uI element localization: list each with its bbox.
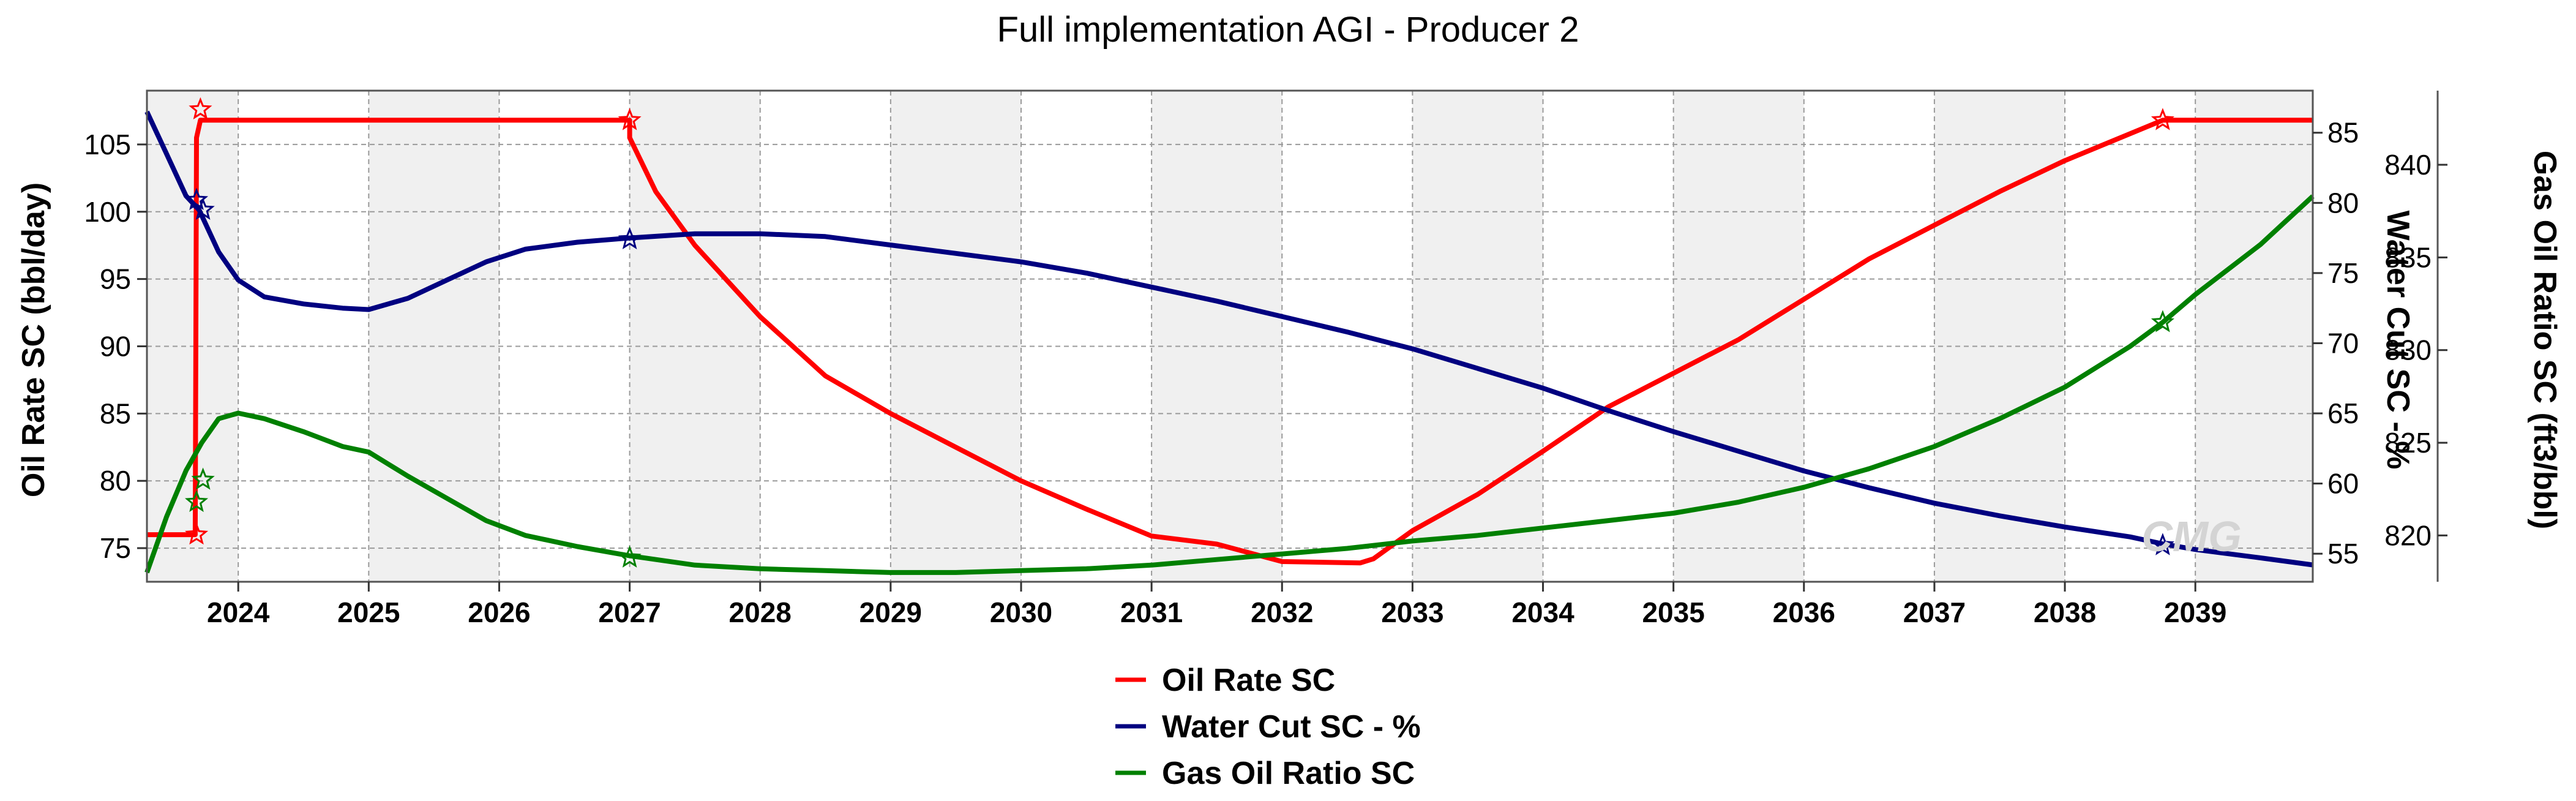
- grid: [147, 91, 2313, 582]
- series-marker: [2151, 533, 2174, 555]
- x-tick-label: 2034: [1511, 596, 1574, 628]
- right1-tick-label: 85: [2327, 117, 2359, 149]
- right2-tick-label: 820: [2384, 519, 2432, 551]
- series-line-2: [144, 194, 2315, 575]
- x-tick-label: 2037: [1903, 596, 1966, 628]
- plot-background: [147, 91, 2313, 582]
- right1-tick-label: 70: [2327, 327, 2359, 359]
- left-tick-label: 75: [100, 532, 131, 564]
- x-tick-label: 2029: [859, 596, 922, 628]
- plot-band: [2195, 91, 2313, 582]
- x-tick-label: 2026: [468, 596, 530, 628]
- right1-tick-label: 65: [2327, 397, 2359, 429]
- right2-tick-label: 840: [2384, 149, 2432, 181]
- plot-band: [147, 91, 239, 582]
- series-marker: [2151, 310, 2174, 333]
- legend-label-oil-rate: Oil Rate SC: [1162, 663, 1335, 698]
- x-tick-label: 2024: [207, 596, 270, 628]
- plot-band: [1412, 91, 1543, 582]
- series-marker: [184, 187, 209, 211]
- left-tick-label: 105: [84, 129, 131, 160]
- x-tick-label: 2032: [1251, 596, 1313, 628]
- left-tick-label: 90: [100, 330, 131, 362]
- series-marker: [189, 97, 212, 119]
- x-tick-label: 2028: [729, 596, 792, 628]
- legend-label-gor: Gas Oil Ratio SC: [1162, 756, 1415, 791]
- plot-frame: [146, 89, 2314, 583]
- left-tick-label: 85: [100, 397, 131, 429]
- series-line-1: [144, 110, 2313, 568]
- series-marker: [618, 108, 642, 130]
- axes: 2024 2025 2026 2027 2028 2029 2030 2031 2032 2033…: [84, 89, 2447, 628]
- series-layer: [144, 97, 2315, 575]
- right1-tick-label: 75: [2327, 257, 2359, 289]
- x-tick-label: 2031: [1120, 596, 1183, 628]
- plot-band: [890, 91, 1021, 582]
- x-tick-label: 2025: [337, 596, 400, 628]
- cmg-watermark: CMG: [2141, 513, 2241, 560]
- right1-tick-label: 80: [2327, 187, 2359, 219]
- x-tick-label: 2030: [990, 596, 1052, 628]
- left-axis-title: Oil Rate SC (bbl/day): [16, 182, 51, 497]
- left-tick-label: 95: [100, 263, 131, 295]
- left-tick-label: 80: [100, 465, 131, 497]
- right2-axis-title: Gas Oil Ratio SC (ft3/bbl): [2527, 151, 2563, 529]
- legend: Oil Rate SC Water Cut SC - % Gas Oil Rat…: [1115, 663, 1421, 791]
- right2-tick-label: 830: [2384, 334, 2432, 366]
- plot-band: [369, 91, 500, 582]
- series-marker: [2151, 108, 2174, 130]
- series-marker: [618, 227, 642, 250]
- plot-band: [629, 91, 760, 582]
- x-tick-label: 2027: [598, 596, 661, 628]
- right1-axis-title: Water Cut SC - %: [2380, 211, 2416, 470]
- series-marker: [184, 522, 209, 545]
- series-marker: [191, 197, 215, 220]
- right1-tick-label: 60: [2327, 468, 2359, 500]
- x-tick-label: 2038: [2034, 596, 2096, 628]
- x-tick-label: 2033: [1381, 596, 1443, 628]
- x-tick-label: 2036: [1773, 596, 1835, 628]
- right2-tick-label: 825: [2384, 427, 2432, 459]
- x-tick-label: 2039: [2164, 596, 2226, 628]
- x-tick-label: 2035: [1642, 596, 1704, 628]
- series-marker: [618, 545, 642, 568]
- chart-title: Full implementation AGI - Producer 2: [997, 10, 1579, 50]
- right1-tick-label: 55: [2327, 538, 2359, 570]
- legend-label-water-cut: Water Cut SC - %: [1162, 709, 1421, 745]
- left-tick-label: 100: [84, 196, 131, 228]
- right2-tick-label: 835: [2384, 241, 2432, 273]
- plot-band: [1151, 91, 1282, 582]
- series-line-0: [147, 118, 2313, 566]
- series-marker: [191, 467, 215, 490]
- series-marker: [184, 489, 209, 513]
